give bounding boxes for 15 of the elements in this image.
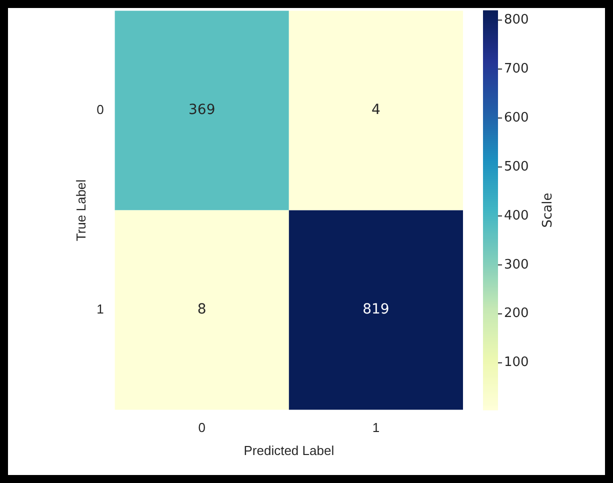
- color-bar-label: 800: [504, 12, 529, 28]
- color-bar-label: 400: [504, 208, 529, 224]
- color-bar-label: 300: [504, 257, 529, 272]
- y-axis-title: True Label: [73, 179, 88, 242]
- data-label: 369: [188, 102, 216, 118]
- color-bar-label: 700: [504, 61, 529, 76]
- color-bar-label: 600: [504, 110, 529, 126]
- x-axis-title: Predicted Label: [244, 442, 334, 458]
- data-label: 819: [362, 302, 390, 318]
- data-label: 4: [371, 102, 380, 118]
- color-bar-label: 100: [504, 355, 529, 370]
- data-label: 8: [197, 302, 206, 318]
- color-bar-title: Scale: [540, 192, 556, 228]
- color-bar-label: 500: [504, 159, 529, 174]
- color-bar-label: 200: [504, 306, 529, 322]
